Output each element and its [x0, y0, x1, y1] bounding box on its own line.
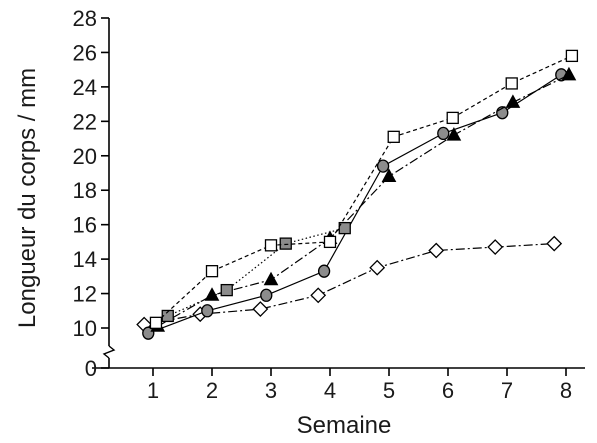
x-tick-label: 3 — [265, 378, 277, 403]
series-line — [148, 74, 562, 334]
data-point-circle — [260, 288, 273, 302]
series-line — [144, 243, 555, 326]
x-tick-label: 2 — [206, 378, 218, 403]
data-point-diamond — [252, 301, 269, 317]
data-point-diamond — [369, 259, 386, 276]
series-line — [155, 55, 573, 324]
y-tick-label: 24 — [73, 75, 97, 100]
y-tick-label: 26 — [73, 40, 97, 65]
data-point-square — [323, 235, 337, 249]
y-tick-label: 0 — [85, 356, 97, 381]
data-point-diamond — [428, 242, 445, 259]
data-point-circle — [437, 126, 450, 141]
y-tick-label: 20 — [73, 144, 97, 169]
y-tick-label: 12 — [73, 282, 97, 307]
y-tick-label: 22 — [73, 109, 97, 134]
y-axis-break — [102, 345, 116, 359]
data-point-square — [205, 265, 219, 278]
y-tick-label: 18 — [73, 178, 97, 203]
data-point-triangle — [446, 127, 462, 141]
data-point-square — [446, 111, 459, 125]
x-tick-label: 5 — [383, 378, 395, 403]
x-tick-label: 8 — [560, 378, 572, 403]
data-point-triangle — [381, 168, 397, 182]
data-point-triangle — [204, 287, 220, 301]
series-gray-square — [161, 221, 351, 323]
y-axis-title: Longueur du corps / mm — [14, 68, 41, 328]
series-line — [167, 227, 345, 317]
series-gray-circle — [142, 68, 568, 340]
data-point-triangle — [263, 271, 279, 286]
y-tick-label: 28 — [73, 6, 97, 31]
data-point-square — [338, 221, 351, 235]
data-point-square — [387, 130, 400, 143]
data-point-square — [220, 283, 233, 297]
series-black-triangle — [150, 66, 577, 332]
series-layer — [136, 49, 579, 340]
data-point-square — [161, 309, 174, 323]
data-point-diamond — [546, 235, 563, 252]
data-point-square — [149, 316, 163, 329]
y-tick-label: 10 — [73, 316, 97, 341]
data-point-square — [279, 237, 292, 250]
data-point-triangle — [505, 94, 521, 108]
data-point-square — [264, 239, 278, 252]
data-point-circle — [317, 264, 331, 278]
data-point-circle — [142, 326, 155, 340]
data-point-diamond — [487, 239, 504, 255]
y-tick-label: 14 — [73, 247, 97, 272]
x-tick-label: 7 — [501, 378, 513, 403]
y-tick-label: 16 — [73, 213, 97, 238]
series-open-diamond — [136, 235, 563, 333]
data-point-circle — [376, 159, 390, 173]
x-tick-label: 4 — [324, 378, 336, 403]
x-tick-label: 6 — [442, 378, 454, 403]
x-tick-label: 1 — [147, 378, 159, 403]
data-point-square — [565, 49, 579, 63]
data-point-circle — [201, 304, 214, 318]
x-axis-title: Semaine — [297, 412, 392, 439]
data-point-diamond — [310, 287, 327, 304]
series-open-square — [149, 49, 579, 329]
data-point-triangle — [561, 66, 577, 81]
data-point-square — [505, 77, 518, 90]
